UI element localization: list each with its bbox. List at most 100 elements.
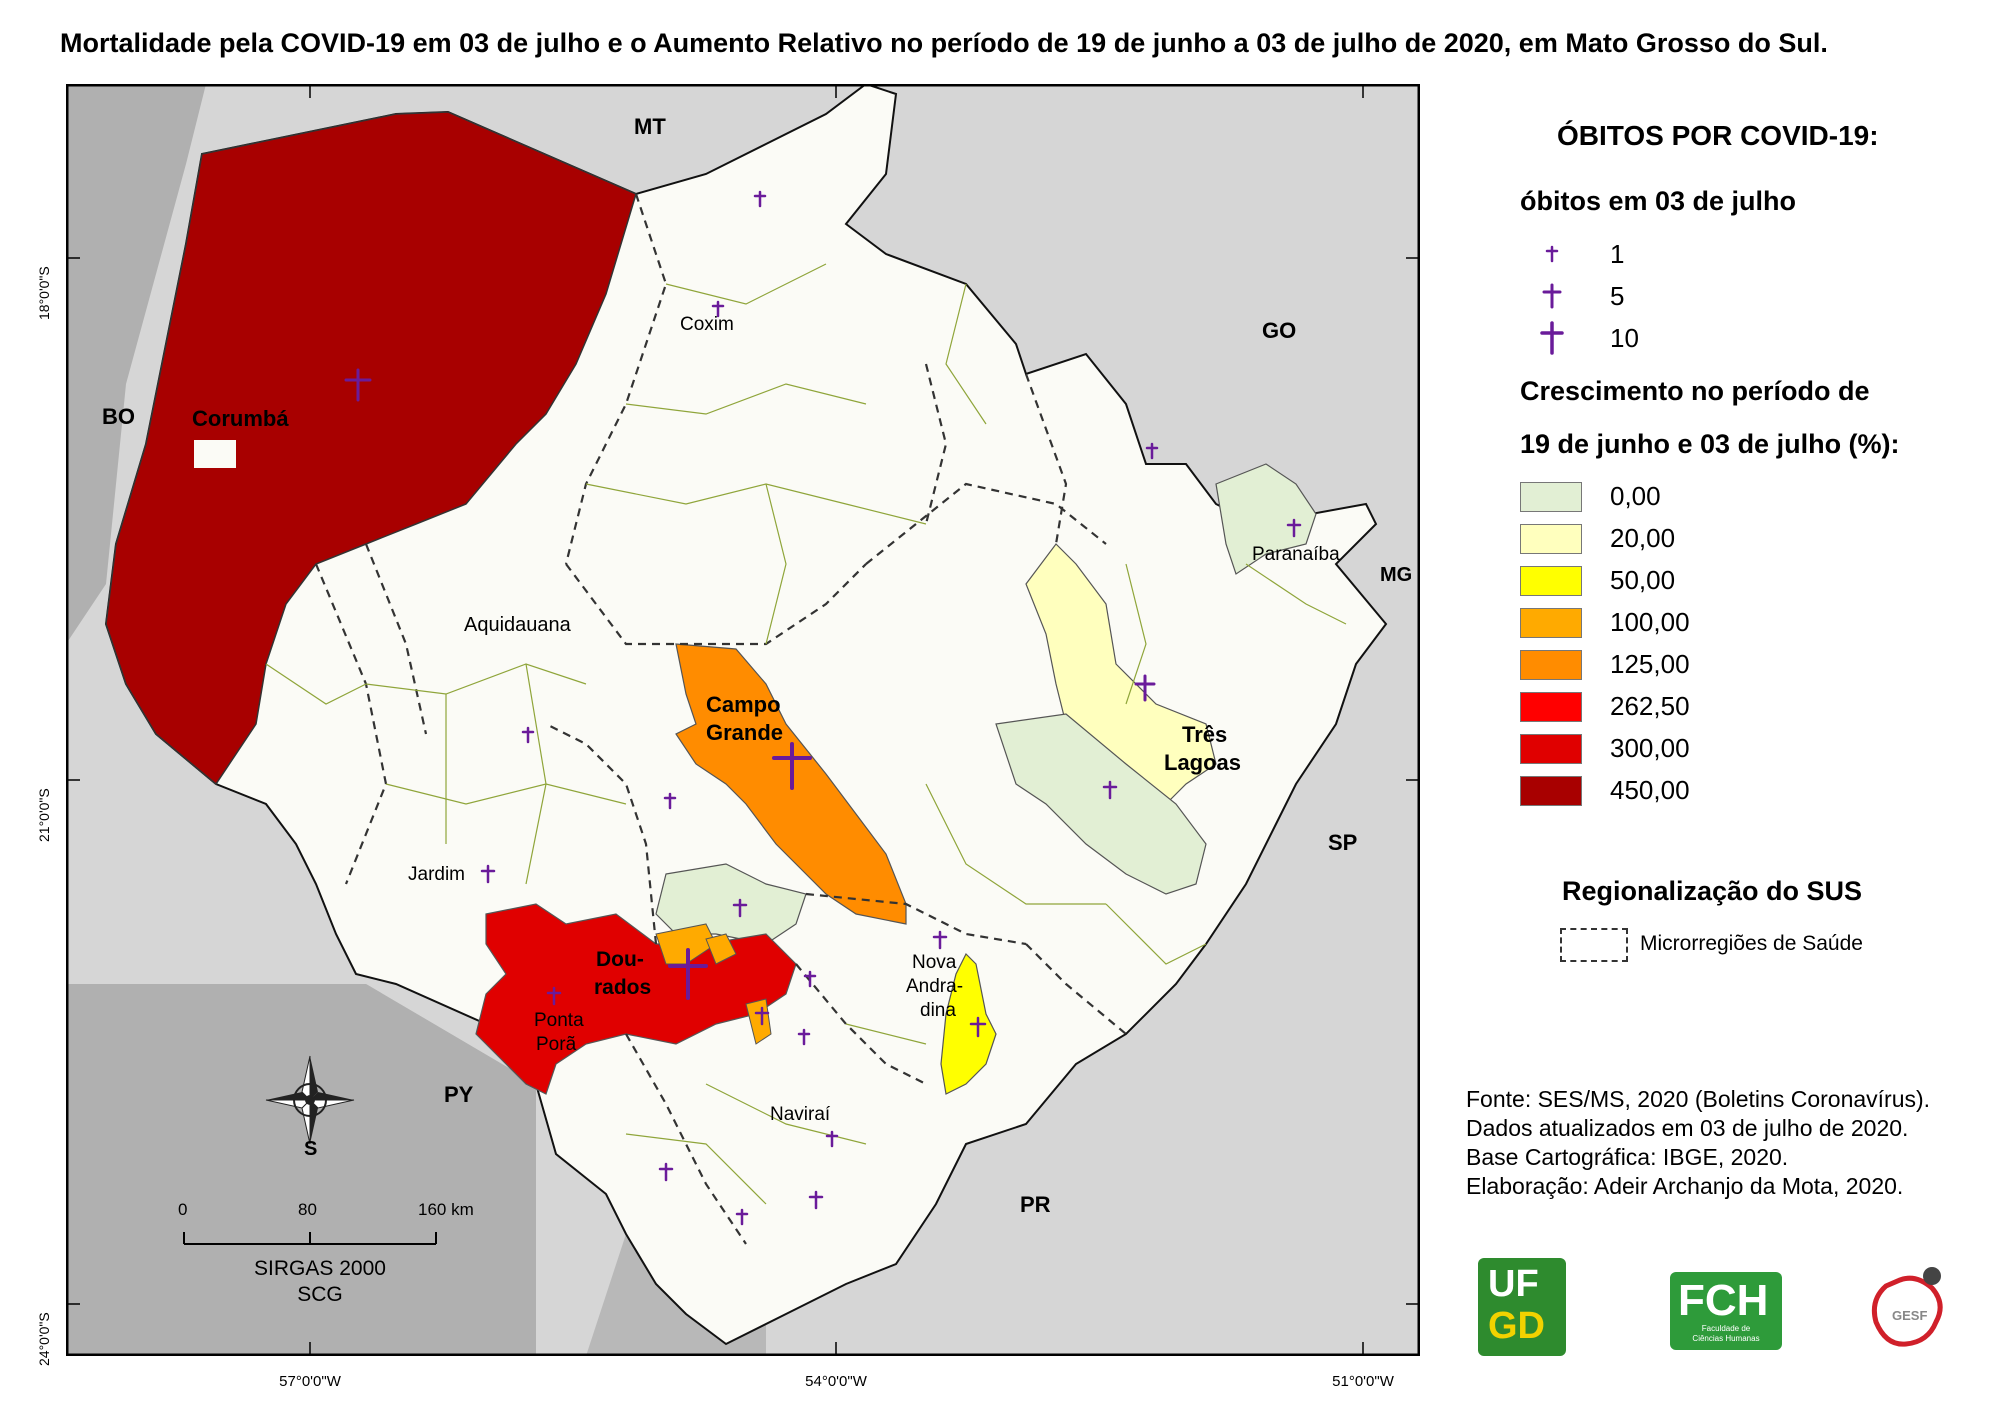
- death-marker-small-5: [521, 726, 535, 744]
- legend-death-5: 5: [1540, 278, 1624, 314]
- proj-label: SCG: [297, 1283, 343, 1306]
- swatch: [1520, 776, 1582, 806]
- death-marker-campo-grande: [772, 742, 812, 790]
- legend-sus-heading: Regionalização do SUS: [1562, 876, 1863, 906]
- region-nova-andradina-yellow: [940, 952, 997, 1095]
- legend-microregion-label: Microrregiões de Saúde: [1640, 932, 1863, 955]
- bolivia-area: [66, 84, 206, 644]
- legend-class-label: 262,50: [1610, 691, 1690, 721]
- lon-tick-51: 51°0'0"W: [1332, 1373, 1394, 1390]
- dashed-box-icon: [1560, 928, 1628, 962]
- region-paranaiba: [1215, 463, 1317, 575]
- legend-class-label: 20,00: [1610, 523, 1676, 553]
- lat-tick-21: 21°0'0"S: [36, 788, 52, 842]
- legend-deaths-heading: óbitos em 03 de julho: [1520, 186, 1797, 216]
- credit-base: Base Cartográfica: IBGE, 2020.: [1466, 1144, 1789, 1170]
- gesf-logo-text: GESF: [1892, 1308, 1928, 1323]
- legend-class-label: 0,00: [1610, 481, 1661, 511]
- death-marker-small-13: [803, 970, 817, 988]
- municipal-lines: [265, 263, 1347, 1205]
- death-marker-corumba: [344, 368, 372, 402]
- label-py: PY: [444, 1082, 474, 1107]
- death-marker-small-8: [480, 864, 496, 884]
- label-sp: SP: [1328, 830, 1358, 855]
- death-marker-small-19: [735, 1208, 749, 1226]
- region-center-green: [655, 863, 807, 945]
- corumba-enclave: [194, 440, 236, 468]
- death-marker-dourados: [668, 948, 708, 1000]
- scale-bar: [183, 1232, 437, 1245]
- swatch: [1520, 482, 1582, 512]
- death-marker-small-10: [932, 930, 948, 950]
- fch-logo-sub: Faculdade de Ciências Humanas: [1670, 1324, 1782, 1344]
- death-marker-small-1: [753, 190, 767, 208]
- death-marker-small-12: [546, 986, 562, 1006]
- fch-logo-sub-1: Faculdade de: [1701, 1324, 1751, 1333]
- legend-death-10: 10: [1540, 320, 1639, 356]
- death-marker-small-6: [663, 792, 677, 810]
- legend-heading: ÓBITOS POR COVID-19:: [1557, 120, 1879, 151]
- legend-death-1-label: 1: [1610, 238, 1625, 269]
- swatch: [1520, 566, 1582, 596]
- death-marker-small-7: [1102, 780, 1118, 800]
- label-ponta-pora-2: Porã: [536, 1034, 577, 1055]
- credit-author: Elaboração: Adeir Archanjo da Mota, 2020…: [1466, 1173, 1904, 1199]
- death-marker-small-18: [808, 1190, 824, 1210]
- credit-source: Fonte: SES/MS, 2020 (Boletins Coronavíru…: [1466, 1086, 1931, 1112]
- ufgd-logo: UF GD: [1478, 1258, 1566, 1356]
- fch-logo-sub-2: Ciências Humanas: [1692, 1334, 1760, 1343]
- paraguay-area: [66, 984, 536, 1356]
- map-border: [66, 84, 1420, 1356]
- legend-class-label: 50,00: [1610, 565, 1676, 595]
- lon-tick-57: 57°0'0"W: [279, 1373, 341, 1390]
- scale-label-80: 80: [298, 1200, 317, 1219]
- microregion-lines: [314, 193, 1127, 1245]
- region-corumba: [105, 111, 637, 786]
- label-nova-andradina-1: Nova: [912, 952, 957, 973]
- legend-growth-heading-2: 19 de junho e 03 de julho (%):: [1520, 429, 1900, 459]
- compass-rose: [265, 1055, 355, 1145]
- scale-datum: SIRGAS 2000 SCG: [240, 1256, 400, 1308]
- legend-class-label: 100,00: [1610, 607, 1690, 637]
- map-frame: [66, 84, 1420, 1356]
- lon-tick-54: 54°0'0"W: [805, 1373, 867, 1390]
- death-marker-small-16: [825, 1130, 839, 1148]
- scale-label-160: 160 km: [418, 1200, 474, 1219]
- cross-icon: [1542, 283, 1562, 309]
- swatch: [1520, 608, 1582, 638]
- credit-date: Dados atualizados em 03 de julho de 2020…: [1466, 1115, 1909, 1141]
- map-title: Mortalidade pela COVID-19 em 03 de julho…: [60, 28, 1828, 58]
- death-marker-small-17: [658, 1162, 674, 1182]
- compass-letter: S: [304, 1138, 318, 1160]
- map-svg: [66, 84, 1420, 1356]
- label-go: GO: [1262, 318, 1297, 343]
- label-mt: MT: [634, 114, 666, 139]
- label-paranaiba: Paranaíba: [1252, 544, 1340, 565]
- legend-death-10-label: 10: [1610, 322, 1639, 353]
- region-dourados-center: [655, 923, 717, 965]
- swatch: [1520, 692, 1582, 722]
- label-dourados-2: rados: [594, 976, 652, 999]
- lat-tick-24: 24°0'0"S: [36, 1312, 52, 1366]
- swatch: [1520, 734, 1582, 764]
- label-corumba: Corumbá: [192, 406, 289, 431]
- label-nova-andradina-3: dina: [920, 1000, 956, 1021]
- death-marker-small-4: [1286, 518, 1302, 538]
- death-markers: [344, 190, 1302, 1226]
- label-ponta-pora-1: Ponta: [534, 1010, 584, 1031]
- gesf-logo-shape: [1871, 1267, 1943, 1347]
- datum-label: SIRGAS 2000: [254, 1257, 386, 1280]
- label-campo-grande-1: Campo: [706, 692, 781, 717]
- legend-death-5-label: 5: [1610, 280, 1625, 311]
- label-tres-lagoas-2: Lagoas: [1164, 750, 1242, 775]
- legend-growth-heading-1: Crescimento no período de: [1520, 376, 1870, 406]
- label-bo: BO: [102, 404, 135, 429]
- label-nova-andradina-2: Andra-: [906, 976, 964, 997]
- legend-death-1: 1: [1540, 236, 1624, 272]
- region-small-orange: [745, 998, 772, 1045]
- death-marker-tres-lagoas: [1134, 674, 1156, 702]
- death-marker-small-3: [1145, 442, 1159, 460]
- death-marker-small-11: [969, 1016, 987, 1038]
- gesf-logo: GESF: [1866, 1256, 1952, 1352]
- region-southeast-green: [995, 713, 1207, 895]
